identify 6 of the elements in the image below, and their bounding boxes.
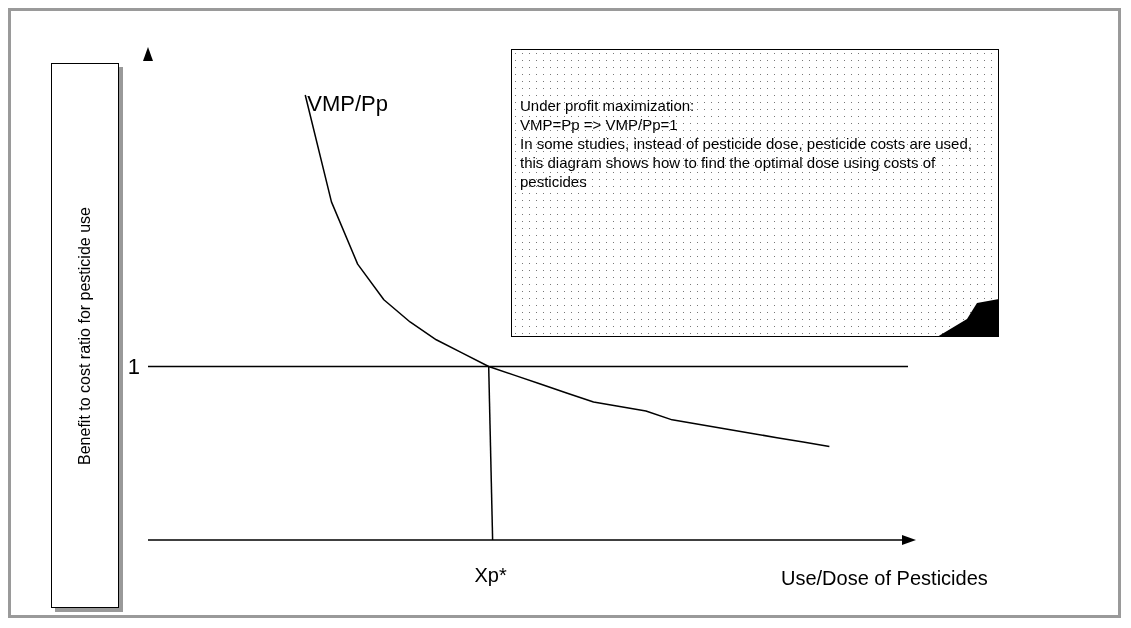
text: 1 [127, 354, 140, 380]
annotation: Under profit maximization: VMP=Pp => VMP/Pp=1 In some studies, instead of pesticide dose, pesticide costs are used, this diagram shows how to find the optimal dose using costs of pesticides [520, 96, 973, 191]
y-axis-title: Benefit to cost ratio for pesticide use [76, 206, 94, 465]
series-label: VMP/Pp [307, 91, 388, 117]
x-axis-title: Use/Dose of Pesticides [781, 567, 988, 590]
text: Xp* [474, 564, 507, 586]
